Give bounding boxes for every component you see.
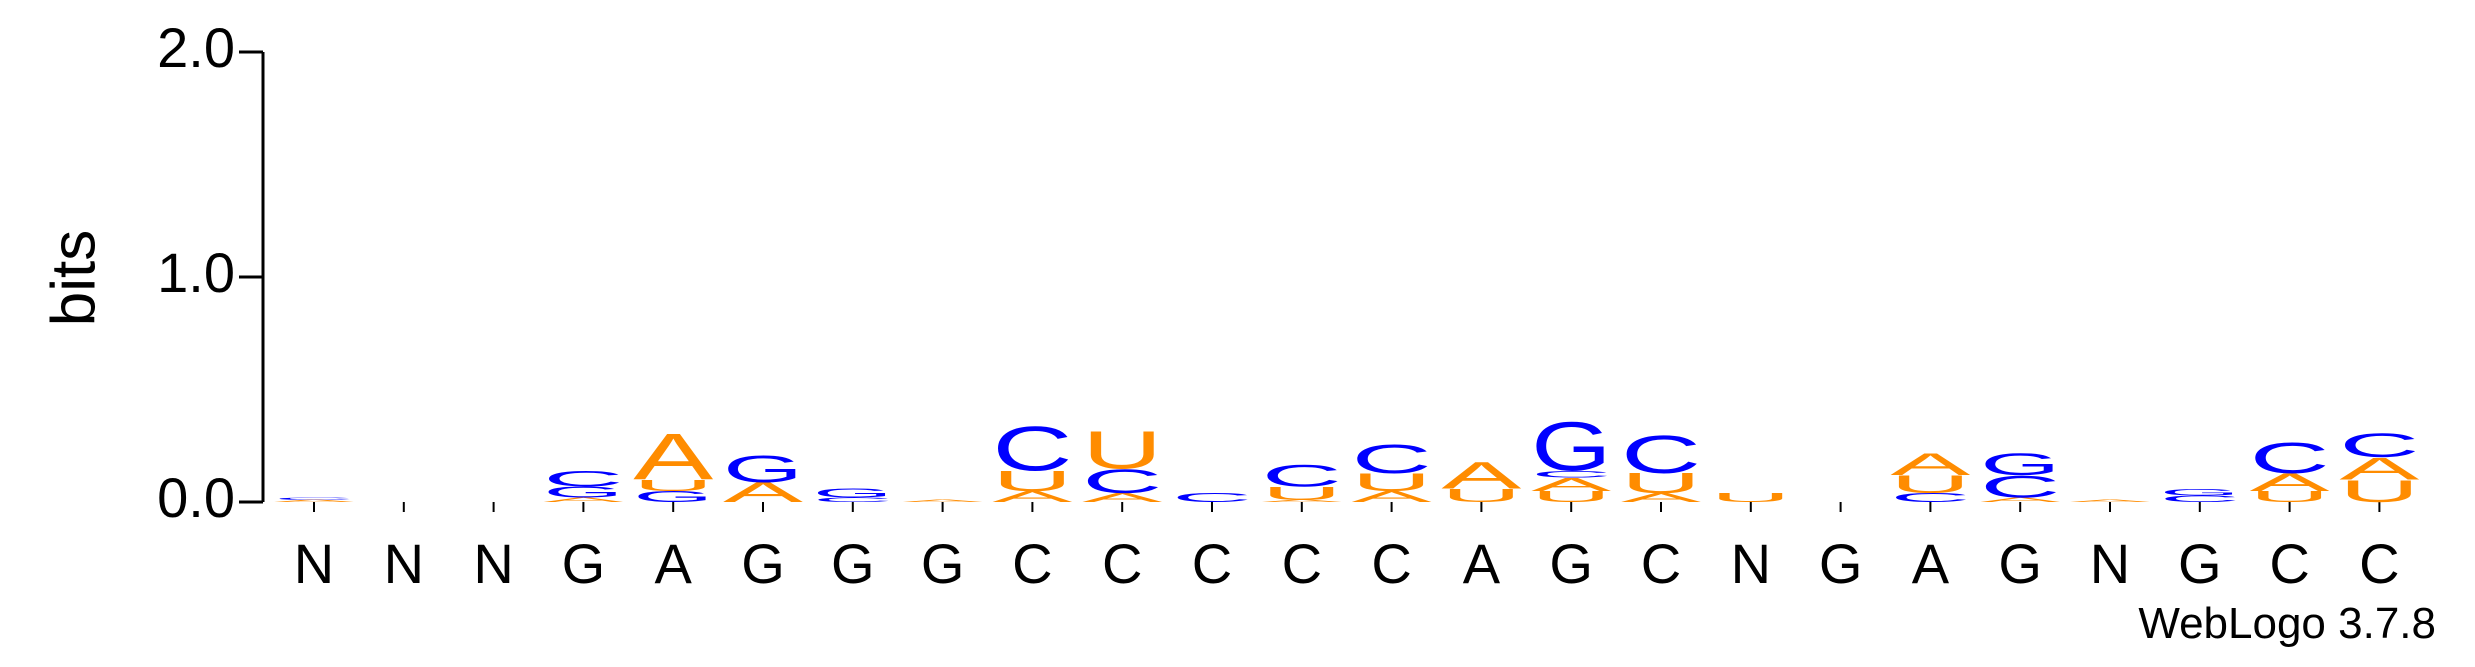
x-tick-label: A [1463,532,1501,595]
logo-letter: G [1531,409,1611,486]
x-tick-label: C [1282,532,1322,595]
logo-letter: C [1531,469,1611,479]
logo-letter: U [2339,474,2419,509]
logo-letter: C [1352,436,1432,481]
logo-letter: A [992,488,1072,506]
logo-letter: A [2070,499,2151,503]
y-axis-label: bits [39,230,108,326]
logo-letter: U [1262,483,1342,504]
logo-letter: U [1082,420,1162,480]
logo-letter: C [813,496,893,503]
logo-letter: A [1531,474,1611,495]
x-tick-label: G [2178,532,2222,595]
logo-letter: U [1890,471,1970,499]
logo-letter: A [1262,499,1343,503]
logo-letter: C [1890,491,1970,505]
logo-letter: A [1441,455,1522,497]
x-tick-label: A [655,532,693,595]
logo-letter: C [1172,491,1252,505]
logo-letter: U [1621,467,1701,499]
logo-letter: A [543,496,624,503]
logo-letter: G [1980,447,2060,482]
x-tick-label: G [1998,532,2042,595]
logo-letter: U [1711,491,1791,505]
y-tick-label: 0.0 [157,466,235,529]
logo-letter: U [992,465,1072,497]
logo-letter: A [2250,468,2331,496]
logo-letter: U [1441,485,1521,506]
x-tick-label: G [1549,532,1593,595]
x-tick-label: G [1819,532,1863,595]
logo-letter: A [274,499,355,503]
logo-letter: A [903,499,984,503]
y-tick-label: 1.0 [157,241,235,304]
logo-letter: C [1980,469,2060,504]
x-tick-label: C [1192,532,1232,595]
logo-letter: C [992,413,1072,484]
x-tick-label: G [921,532,965,595]
x-tick-label: C [1102,532,1142,595]
logo-letter: C [2339,426,2419,465]
x-tick-label: G [562,532,606,595]
logo-letter: A [1352,488,1432,506]
x-tick-label: G [741,532,785,595]
logo-letter: A [633,420,714,494]
x-tick-label: G [831,532,875,595]
x-tick-label: C [2359,532,2399,595]
x-tick-label: N [2090,532,2130,595]
logo-letter: A [1890,447,1971,482]
logo-letter: C [1621,424,1701,484]
x-tick-label: C [2269,532,2309,595]
logo-letter: A [1980,496,2061,503]
logo-letter: U [2250,488,2330,506]
logo-letter: C [1082,462,1162,501]
logo-letter: C [2250,433,2330,482]
logo-letter: A [1082,491,1163,505]
x-tick-label: C [1641,532,1681,595]
logo-letter: A [1621,491,1702,505]
logo-letter: C [543,467,623,492]
logo-letter: C [1262,458,1342,493]
logo-letter: U [1352,468,1432,496]
x-tick-label: C [1371,532,1411,595]
logo-letter: A [723,476,803,508]
x-tick-label: N [473,532,513,595]
x-tick-label: A [1912,532,1950,595]
logo-letter: G [543,483,623,501]
x-tick-label: N [1731,532,1771,595]
logo-letter: G [633,488,713,506]
logo-letter: G [723,448,803,490]
x-tick-label: N [384,532,424,595]
logo-letter: U [633,477,713,495]
x-tick-label: C [1012,532,1052,595]
logo-letter: G [2160,487,2240,497]
logo-letter: A [2339,451,2420,486]
logo-letter: C [274,497,354,501]
x-tick-label: N [294,532,334,595]
logo-letter: G [813,486,893,500]
footer: WebLogo 3.7.8 [2138,599,2436,648]
logo-letter: C [2160,494,2240,504]
logo-letter: U [1531,488,1611,506]
y-tick-label: 2.0 [157,16,235,79]
